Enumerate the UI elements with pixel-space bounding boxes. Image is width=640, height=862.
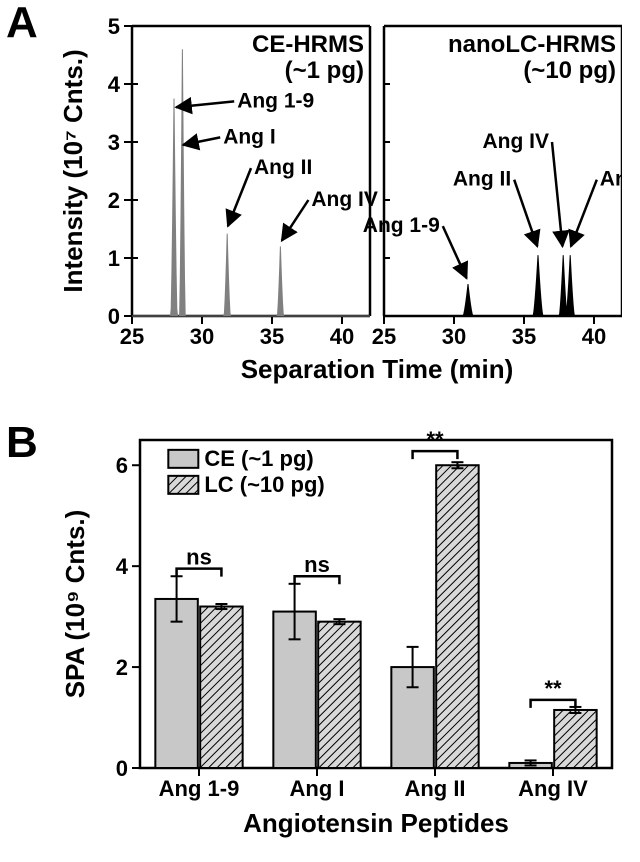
subplot-subtitle: (~10 pg) bbox=[523, 57, 616, 84]
annotation-arrow bbox=[176, 101, 234, 107]
chromatogram-trace bbox=[384, 255, 622, 316]
panel-a-ylabel: Intensity (10⁷ Cnts.) bbox=[62, 49, 88, 292]
peak-label: Ang I bbox=[600, 168, 622, 191]
x-tick-label: 30 bbox=[190, 324, 214, 349]
x-category-label: Ang IV bbox=[518, 776, 588, 801]
y-tick-label: 4 bbox=[108, 72, 121, 97]
panel-a-xlabel: Separation Time (min) bbox=[241, 354, 514, 384]
panel-b-xlabel: Angiotensin Peptides bbox=[243, 808, 509, 838]
x-tick-label: 35 bbox=[512, 324, 536, 349]
bar bbox=[155, 599, 197, 768]
bar bbox=[318, 622, 360, 768]
significance-label: ** bbox=[426, 430, 444, 452]
figure-page: A B 0 1 2 3 4 5 Intensity (10⁷ Cnts.) Separatio… bbox=[0, 0, 640, 862]
y-tick-label: 1 bbox=[108, 246, 120, 271]
x-tick-label: 40 bbox=[582, 324, 606, 349]
peak-label: Ang II bbox=[254, 156, 312, 179]
annotation-arrow bbox=[571, 180, 597, 247]
y-tick-label: 4 bbox=[116, 554, 129, 579]
significance-label: ns bbox=[186, 545, 212, 570]
panel-b-label: B bbox=[6, 418, 38, 468]
peak-label: Ang I bbox=[223, 125, 276, 148]
peak-label: Ang 1-9 bbox=[363, 214, 440, 237]
peak-label: Ang II bbox=[453, 168, 511, 191]
peak-label: Ang 1-9 bbox=[237, 89, 314, 112]
y-tick-label: 6 bbox=[116, 453, 128, 478]
legend-swatch bbox=[168, 450, 198, 468]
y-tick-label: 0 bbox=[116, 756, 128, 781]
annotation-arrow bbox=[282, 200, 309, 241]
annotation-arrow bbox=[514, 180, 537, 247]
y-tick-label: 5 bbox=[108, 16, 120, 39]
subplot-title: CE-HRMS bbox=[252, 31, 364, 58]
y-tick-label: 0 bbox=[108, 304, 120, 329]
panel-a-svg: 0 1 2 3 4 5 Intensity (10⁷ Cnts.) Separation Ti… bbox=[62, 16, 622, 396]
annotation-arrow bbox=[183, 137, 220, 145]
panel-a: 0 1 2 3 4 5 Intensity (10⁷ Cnts.) Separation Ti… bbox=[62, 16, 622, 396]
subplot-title: nanoLC-HRMS bbox=[448, 31, 616, 58]
panel-a-y-axis: 0 1 2 3 4 5 bbox=[108, 16, 132, 329]
legend-label: LC (~10 pg) bbox=[204, 472, 324, 497]
peak-label: Ang IV bbox=[483, 130, 550, 153]
panel-b: 0 2 4 6 SPA (10⁹ Cnts.) Ang 1-9 Ang I Ang II Ang… bbox=[62, 430, 622, 850]
y-tick-label: 3 bbox=[108, 130, 120, 155]
bar bbox=[200, 607, 242, 768]
subplot-subtitle: (~1 pg) bbox=[285, 57, 364, 84]
legend-label: CE (~1 pg) bbox=[204, 446, 313, 471]
panel-a-subplot: 25 30 35 40 nanoLC-HRMS(~10 pg) Ang 1-9 Ang II… bbox=[363, 26, 622, 349]
peak-label: Ang IV bbox=[311, 188, 378, 211]
panel-a-label: A bbox=[6, 0, 38, 48]
y-tick-label: 2 bbox=[116, 655, 128, 680]
legend-swatch bbox=[168, 476, 198, 494]
annotation-arrow bbox=[552, 142, 563, 246]
x-category-label: Ang I bbox=[290, 776, 345, 801]
x-tick-label: 25 bbox=[372, 324, 396, 349]
bar bbox=[436, 465, 478, 768]
x-tick-label: 30 bbox=[442, 324, 466, 349]
significance-label: ** bbox=[544, 676, 562, 701]
x-category-label: Ang 1-9 bbox=[159, 776, 240, 801]
panel-b-ylabel: SPA (10⁹ Cnts.) bbox=[62, 510, 90, 699]
x-tick-label: 25 bbox=[120, 324, 144, 349]
panel-a-subplot: 25 30 35 40 CE-HRMS(~1 pg) Ang 1-9 Ang I Ang II… bbox=[120, 26, 378, 349]
significance-label: ns bbox=[304, 552, 330, 577]
bar bbox=[554, 710, 596, 768]
x-tick-label: 40 bbox=[330, 324, 354, 349]
annotation-arrow bbox=[443, 226, 467, 278]
y-tick-label: 2 bbox=[108, 188, 120, 213]
panel-b-svg: 0 2 4 6 SPA (10⁹ Cnts.) Ang 1-9 Ang I Ang II Ang… bbox=[62, 430, 622, 850]
x-tick-label: 35 bbox=[260, 324, 284, 349]
annotation-arrow bbox=[228, 168, 251, 226]
x-category-label: Ang II bbox=[404, 776, 465, 801]
